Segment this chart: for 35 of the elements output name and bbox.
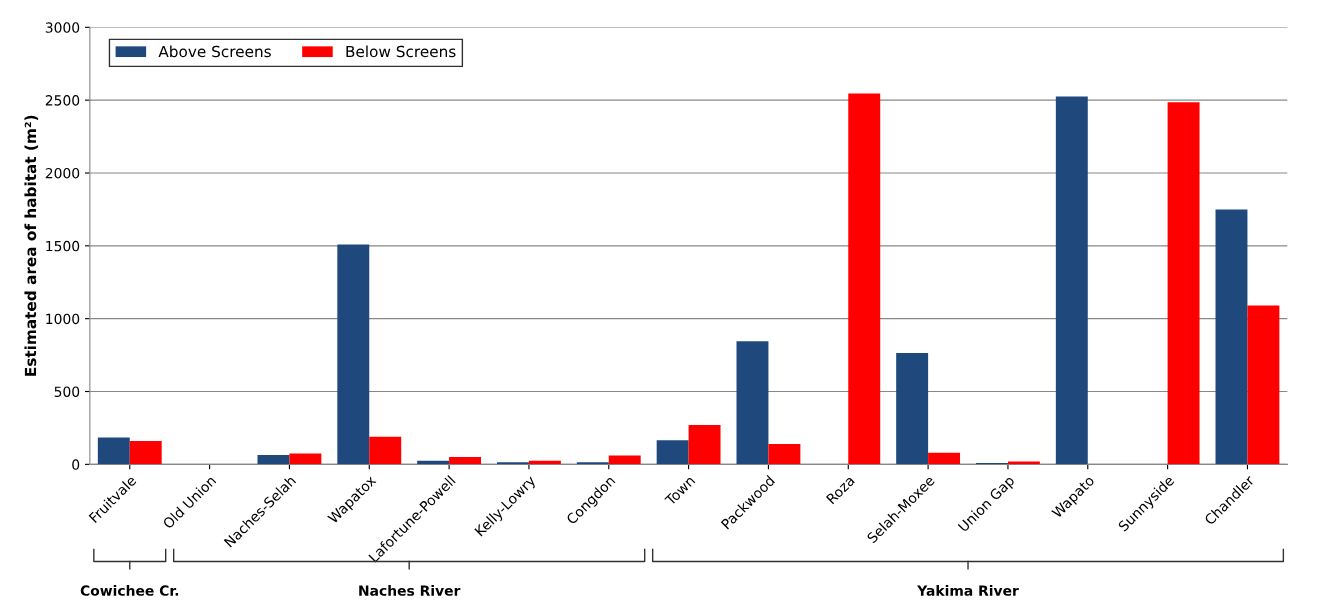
y-tick-label: 2000: [45, 167, 80, 179]
text: Yakima River: [917, 585, 1019, 596]
bar: [1055, 96, 1088, 465]
bar: [768, 443, 801, 465]
bar: [97, 437, 130, 465]
bar: [1167, 102, 1200, 465]
bar: [129, 441, 162, 465]
bar: [928, 452, 961, 465]
bar: [369, 436, 402, 465]
bar: [736, 341, 769, 465]
bar: [257, 454, 290, 465]
y-tick-label: 0: [72, 459, 80, 470]
legend-label: Below Screens: [346, 45, 456, 58]
bar: [1215, 209, 1248, 465]
bar: [289, 453, 322, 465]
bar: [1007, 461, 1040, 465]
bar: [337, 244, 370, 465]
y-tick-label: 2500: [45, 95, 80, 106]
bar: [608, 455, 641, 465]
y-tick-label: 500: [54, 386, 80, 397]
bar: [848, 93, 881, 465]
y-tick-label: 1000: [46, 313, 80, 325]
y-tick-label: 3000: [45, 22, 80, 33]
text: Cowichee Cr.: [80, 585, 179, 596]
bar: [497, 462, 529, 465]
bar: [576, 462, 609, 465]
text: Naches River: [359, 585, 461, 596]
legend-label: Above Screens: [158, 45, 271, 58]
bar: [688, 425, 721, 465]
bar: [896, 352, 929, 465]
bar: [449, 457, 482, 465]
y-tick-label: 1500: [46, 240, 80, 252]
y-axis-title: Estimated area of habitat (m²): [24, 115, 39, 376]
bar: [656, 440, 689, 465]
bar: [1247, 305, 1280, 465]
